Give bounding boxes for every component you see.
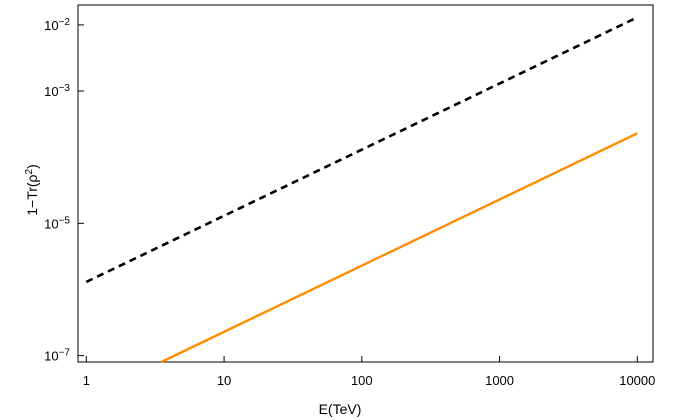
y-tick-exponent: −2	[59, 16, 71, 27]
y-tick-label: 10−3	[44, 83, 70, 100]
x-tick-label: 1	[83, 373, 90, 388]
y-axis-ticks: 10−710−510−310−2	[44, 16, 84, 364]
y-axis-label-superscript: 2	[24, 168, 35, 174]
y-axis-label-close: )	[24, 164, 40, 169]
y-tick-mantissa: 10	[44, 84, 58, 99]
x-tick-label: 100	[351, 373, 373, 388]
y-tick-mantissa: 10	[44, 216, 58, 231]
y-tick-exponent: −5	[59, 215, 71, 226]
y-tick-label: 10−2	[44, 16, 70, 32]
series-line-solid	[160, 132, 638, 364]
y-axis-label: 1−Tr(ρ2)	[24, 164, 41, 216]
y-axis-label-main: 1−Tr(ρ	[24, 174, 40, 215]
y-tick-label: 10−7	[44, 347, 70, 364]
y-tick-exponent: −7	[59, 347, 71, 358]
x-tick-label: 1000	[485, 373, 514, 388]
y-tick-mantissa: 10	[44, 18, 58, 33]
plot-frame	[77, 4, 654, 363]
x-axis-ticks: 1 10 100 1000 10000	[83, 356, 655, 388]
x-tick-label: 10	[217, 373, 231, 388]
y-tick-mantissa: 10	[44, 349, 58, 364]
y-tick-exponent: −3	[59, 83, 71, 94]
y-tick-label: 10−5	[44, 215, 70, 232]
x-axis-label: E(TeV)	[319, 401, 362, 417]
series-line-dashed	[85, 16, 638, 284]
series-layer	[85, 16, 638, 364]
y-axis-label-group: 1−Tr(ρ2)	[24, 164, 41, 216]
x-tick-label: 10000	[619, 373, 655, 388]
